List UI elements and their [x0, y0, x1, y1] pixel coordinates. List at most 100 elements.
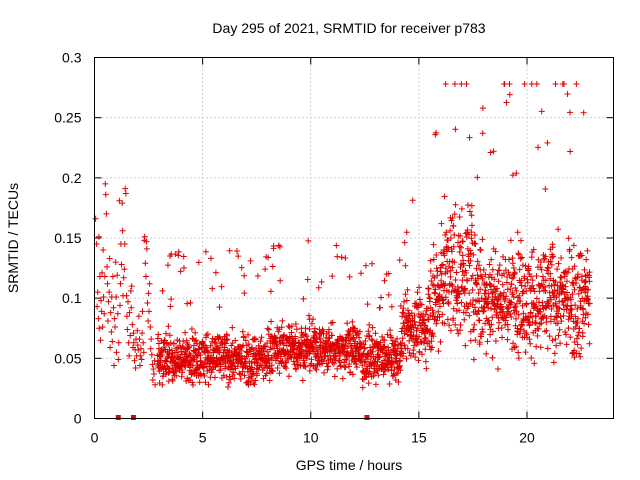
data-point	[416, 284, 423, 291]
data-point	[370, 344, 377, 351]
data-point	[394, 335, 401, 342]
data-points	[92, 80, 593, 391]
data-point	[425, 291, 432, 298]
data-point	[578, 273, 585, 280]
data-point	[262, 343, 269, 350]
data-point	[573, 280, 580, 287]
data-point	[117, 302, 124, 309]
data-point	[95, 233, 102, 240]
data-point	[454, 300, 461, 307]
data-point	[269, 355, 276, 362]
data-point	[346, 273, 353, 280]
data-point	[112, 259, 119, 266]
data-point	[183, 377, 190, 384]
data-point	[496, 319, 503, 326]
data-point	[466, 134, 473, 141]
data-point	[452, 201, 459, 208]
data-point	[449, 215, 456, 222]
data-point	[447, 227, 454, 234]
data-point	[413, 327, 420, 334]
y-tick-label: 0.25	[54, 110, 81, 126]
data-point	[99, 269, 106, 276]
data-point	[533, 80, 540, 87]
data-point	[462, 342, 469, 349]
data-point	[571, 354, 578, 361]
data-point	[463, 269, 470, 276]
data-point	[369, 324, 376, 331]
data-point	[502, 295, 509, 302]
data-point	[148, 336, 155, 343]
data-point	[221, 344, 228, 351]
data-point	[458, 80, 465, 87]
data-point	[106, 289, 113, 296]
data-point	[139, 308, 146, 315]
data-point	[430, 256, 437, 263]
data-point	[339, 375, 346, 382]
data-point	[193, 365, 200, 372]
data-point	[485, 300, 492, 307]
data-point	[222, 365, 229, 372]
data-point	[547, 318, 554, 325]
data-point	[474, 174, 481, 181]
data-point	[118, 261, 125, 268]
data-point	[191, 348, 198, 355]
data-point	[492, 248, 499, 255]
data-point	[268, 318, 275, 325]
data-point	[482, 287, 489, 294]
data-point	[132, 364, 139, 371]
data-point	[396, 363, 403, 370]
data-point	[586, 269, 593, 276]
data-point	[364, 356, 371, 363]
data-point	[516, 292, 523, 299]
data-point	[513, 287, 520, 294]
data-point	[456, 291, 463, 298]
data-point	[474, 311, 481, 318]
data-point	[412, 354, 419, 361]
x-tick-label: 20	[519, 430, 535, 446]
data-point	[361, 345, 368, 352]
data-point	[145, 290, 152, 297]
data-point	[447, 327, 454, 334]
data-point	[515, 349, 522, 356]
data-point	[435, 308, 442, 315]
data-point	[122, 190, 129, 197]
data-point	[346, 361, 353, 368]
data-point	[514, 229, 521, 236]
data-point	[236, 370, 243, 377]
data-point	[204, 331, 211, 338]
data-point	[571, 263, 578, 270]
data-point	[328, 320, 335, 327]
data-point	[568, 306, 575, 313]
data-point	[437, 338, 444, 345]
data-point	[530, 246, 537, 253]
data-point	[507, 285, 514, 292]
data-point	[126, 352, 133, 359]
data-point	[548, 282, 555, 289]
data-point	[430, 310, 437, 317]
data-point	[569, 279, 576, 286]
data-point	[439, 261, 446, 268]
data-point	[169, 377, 176, 384]
data-point	[215, 335, 222, 342]
data-point	[281, 363, 288, 370]
data-point	[456, 213, 463, 220]
data-point	[107, 309, 114, 316]
data-point	[509, 172, 516, 179]
tick-labels: 0 5 10 15 20 0 0.05 0.1 0.15 0.2 0.25 0.3	[54, 50, 535, 446]
data-point	[457, 264, 464, 271]
data-point	[254, 272, 261, 279]
data-point	[121, 266, 128, 273]
data-point	[114, 272, 121, 279]
data-point	[389, 337, 396, 344]
data-point	[208, 255, 215, 262]
data-point	[460, 262, 467, 269]
data-point	[167, 303, 174, 310]
data-point	[528, 80, 535, 87]
data-point	[318, 278, 325, 285]
data-point	[181, 358, 188, 365]
data-point	[499, 334, 506, 341]
data-point	[165, 323, 172, 330]
data-point	[571, 347, 578, 354]
data-point	[581, 320, 588, 327]
data-point	[456, 248, 463, 255]
